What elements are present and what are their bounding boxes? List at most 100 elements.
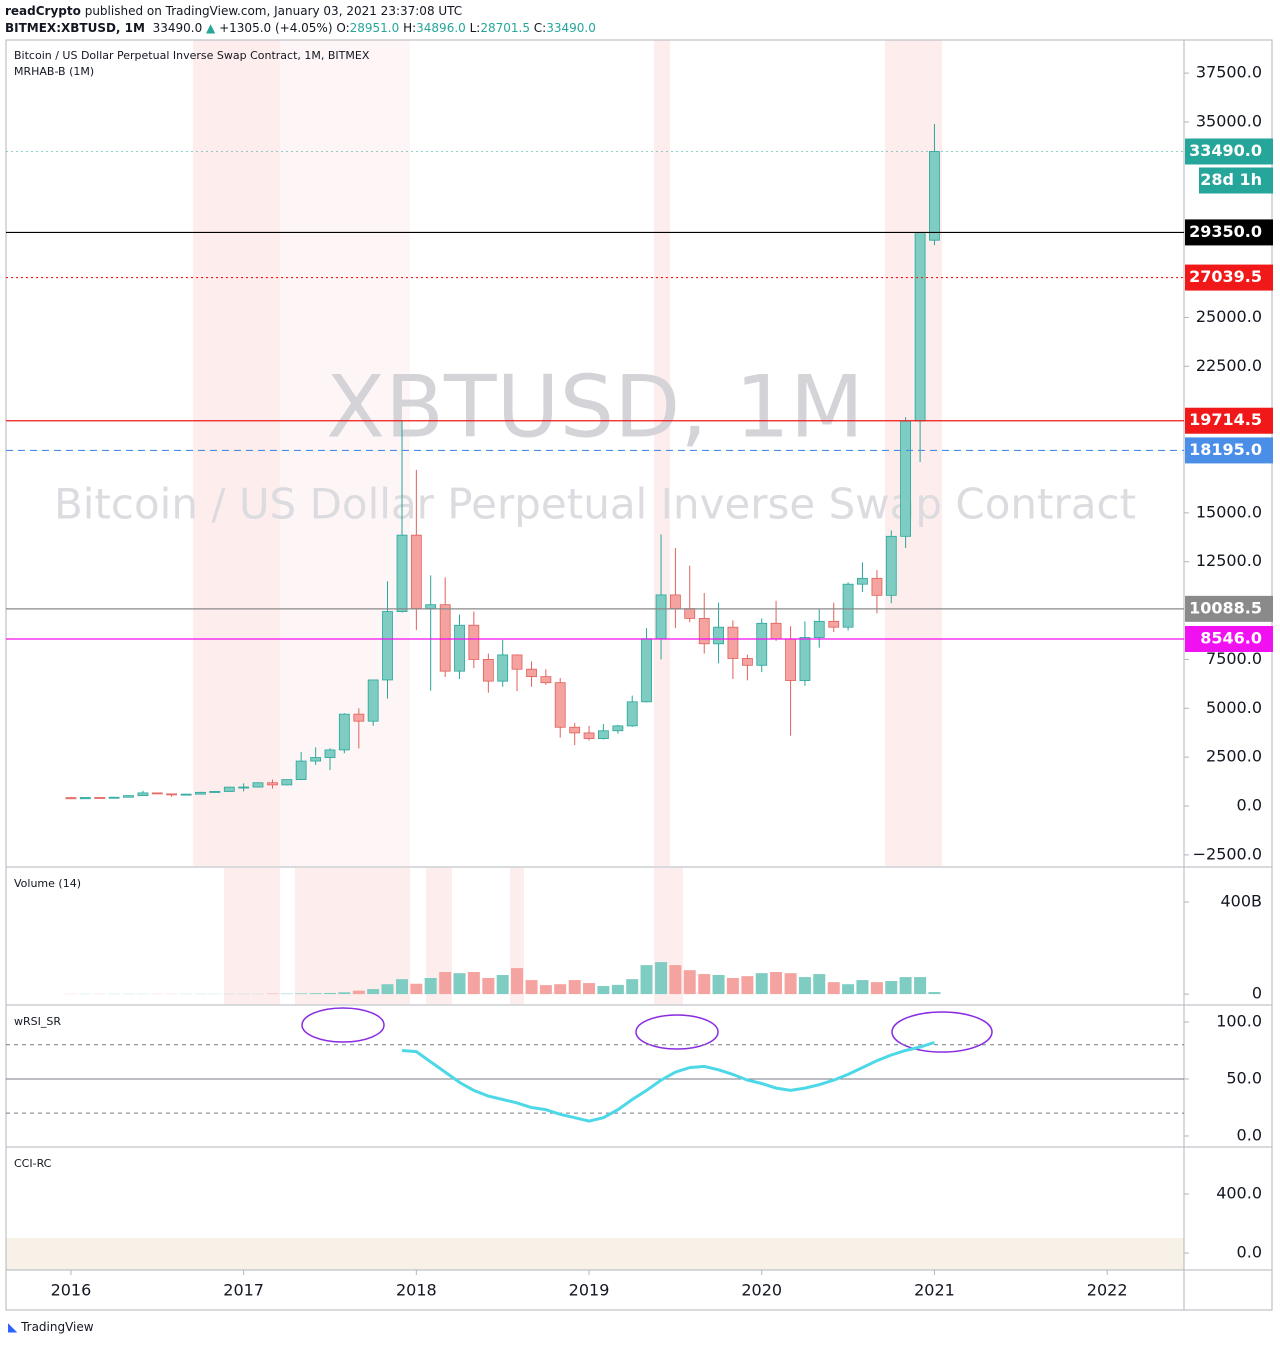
volume-bar: [511, 968, 524, 995]
indicator-line: [401, 1041, 935, 1123]
header: readCrypto published on TradingView.com,…: [5, 3, 596, 37]
candle-body: [468, 624, 480, 660]
candle-body: [669, 594, 681, 610]
candle-body: [410, 534, 422, 610]
volume-bar: [842, 984, 855, 995]
band: [224, 868, 280, 1004]
candle-body: [583, 732, 595, 739]
candle-body: [195, 791, 206, 795]
volume-bar: [554, 984, 567, 995]
symbol-line: BITMEX:XBTUSD, 1M 33490.0 ▲ +1305.0 (+4.…: [5, 20, 596, 37]
volume-bar: [726, 977, 739, 995]
candle-body: [79, 797, 91, 800]
volume-bar: [669, 965, 682, 995]
candle-body: [151, 792, 163, 795]
candle-body: [482, 659, 494, 682]
candle-body: [785, 638, 796, 681]
candle-body: [885, 535, 897, 596]
panel-frames: [5, 39, 1273, 1311]
volume-bar: [683, 970, 696, 995]
volume-bar: [352, 990, 365, 995]
candle-body: [223, 786, 235, 792]
candle-body: [828, 620, 840, 628]
volume-bar: [439, 972, 452, 995]
candle-body: [857, 577, 868, 585]
candle-body: [554, 682, 566, 728]
candle-body: [108, 796, 120, 799]
volume-bar: [856, 980, 869, 995]
volume-bar: [338, 992, 351, 995]
y-tick-label: 0.0: [1237, 1125, 1262, 1144]
volume-bar: [597, 986, 610, 995]
candle-body: [727, 626, 739, 659]
candle-body: [454, 624, 465, 672]
candle-body: [267, 782, 278, 786]
volume-bar: [626, 979, 639, 995]
candle-body: [281, 779, 293, 786]
candle-body: [540, 676, 552, 684]
candle-body: [295, 760, 307, 781]
circle-annotation: [301, 1007, 385, 1043]
volume-bar: [899, 977, 912, 995]
volume-bar: [770, 972, 783, 995]
volume-bar: [928, 992, 941, 995]
volume-bar: [367, 989, 380, 995]
candle-body: [641, 638, 652, 703]
panel-subtitle: MRHAB-B (1M): [14, 65, 94, 78]
candle-body: [497, 654, 509, 682]
volume-bar: [295, 993, 308, 995]
y-tick-label: 50.0: [1226, 1068, 1262, 1087]
candle-body: [526, 668, 537, 678]
candle-body: [612, 725, 624, 732]
last: 33490.0: [152, 21, 203, 35]
countdown-box: [1199, 167, 1273, 194]
candle-body: [929, 151, 940, 241]
volume-bar: [655, 962, 668, 995]
price-label: 8546.0: [1200, 628, 1262, 647]
volume-bar: [784, 973, 797, 995]
volume-bar: [309, 993, 322, 995]
price-label-box: [1185, 595, 1273, 622]
y-tick-label: 0.0: [1237, 796, 1262, 815]
panel-title: CCI-RC: [14, 1157, 52, 1170]
candle-body: [597, 730, 609, 739]
ohlc-c-value: 33490.0: [546, 21, 596, 35]
volume-bar: [381, 984, 394, 995]
circle-annotation: [891, 1011, 993, 1053]
x-tick-label: 2020: [741, 1281, 782, 1300]
candle-body: [180, 793, 192, 796]
x-tick-label: 2019: [569, 1281, 610, 1300]
candle-body: [742, 658, 753, 666]
volume-bar: [914, 977, 927, 995]
y-tick-label: 0.0: [1237, 1243, 1262, 1262]
volume-bar: [712, 975, 725, 995]
price-label-box: [1185, 407, 1273, 434]
volume-bar: [496, 975, 509, 995]
candle-body: [770, 622, 782, 640]
x-tick-label: 2022: [1087, 1281, 1128, 1300]
price-label-box: [1185, 437, 1273, 464]
published: published on TradingView.com, January 03…: [84, 4, 463, 18]
ohlc-h-value: 34896.0: [416, 21, 466, 35]
watermark-description: Bitcoin / US Dollar Perpetual Inverse Sw…: [54, 480, 1136, 529]
brand: TradingView: [21, 1320, 94, 1334]
watermark-symbol: XBTUSD, 1M: [326, 357, 864, 457]
volume-bar: [453, 973, 466, 995]
volume-bar: [640, 965, 653, 995]
y-tick-label: 7500.0: [1206, 649, 1262, 668]
y-tick-label: 25000.0: [1196, 307, 1262, 326]
candle-body: [166, 793, 178, 796]
volume-bar: [698, 974, 711, 995]
logo: ◣: [8, 1320, 18, 1334]
volume-bar: [568, 980, 581, 995]
volume-bar: [870, 982, 883, 995]
price-label-box: [1185, 264, 1273, 291]
volume-bar: [539, 985, 552, 995]
price-label: 18195.0: [1189, 440, 1262, 459]
volume-bar: [396, 979, 409, 995]
y-tick-label: −2500.0: [1193, 844, 1262, 863]
candle-body: [137, 792, 149, 797]
volume-bar: [410, 983, 423, 995]
volume-bar: [741, 976, 754, 995]
